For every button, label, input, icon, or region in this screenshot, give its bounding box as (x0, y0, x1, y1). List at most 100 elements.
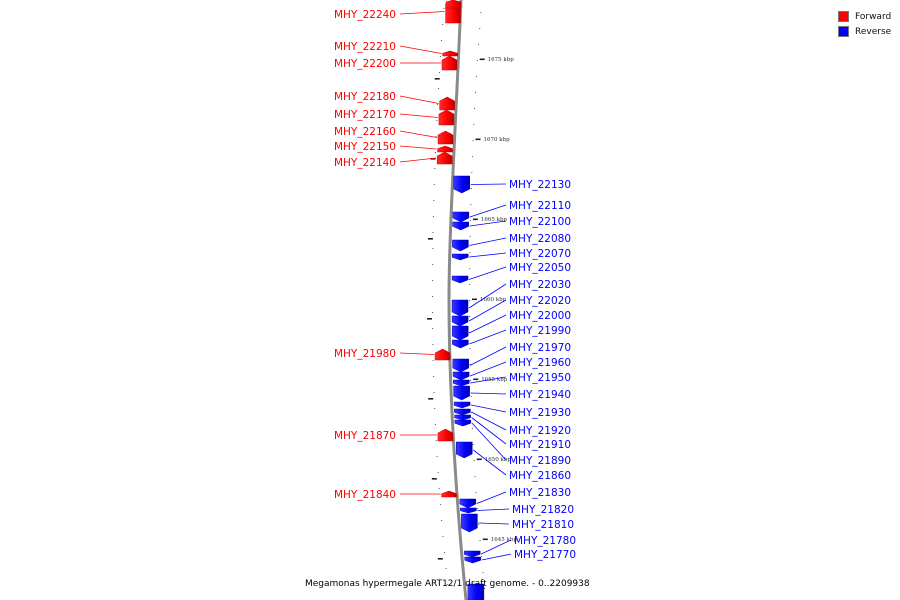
gene-mhy-21830[interactable] (459, 498, 477, 509)
gene-label[interactable]: MHY_21860 (509, 470, 571, 482)
gene-mhy-22170[interactable] (438, 109, 455, 126)
gene-mhy-21770[interactable] (464, 556, 482, 564)
minor-tick (479, 540, 481, 541)
gene-mhy-21990[interactable] (452, 339, 469, 349)
gene-mhy-21960[interactable] (452, 371, 470, 381)
gene-label[interactable]: MHY_21910 (509, 439, 571, 451)
gene-label[interactable]: MHY_22210 (334, 41, 396, 53)
gene-mhy-22080[interactable] (452, 239, 469, 252)
gene-mhy-21980[interactable] (434, 348, 451, 361)
gene-mhy-21930[interactable] (453, 401, 471, 409)
minor-tick (432, 360, 434, 361)
gene-mhy-21780[interactable] (463, 550, 481, 558)
leader-line (469, 361, 507, 377)
gene-mhy-21810[interactable] (461, 513, 478, 533)
gene-mhy-21860[interactable] (456, 441, 473, 459)
minor-tick (472, 444, 474, 445)
gene-label[interactable]: MHY_21830 (509, 487, 571, 499)
minor-tick (436, 120, 438, 121)
minor-tick (447, 584, 449, 585)
gene-label[interactable]: MHY_21770 (514, 549, 576, 561)
gene-features (434, 0, 485, 600)
gene-mhy-22000[interactable] (451, 325, 469, 341)
gene-mhy-22140[interactable] (436, 151, 453, 165)
gene-label[interactable]: MHY_22030 (509, 279, 571, 291)
gene-label[interactable]: MHY_22070 (509, 248, 571, 260)
gene-label[interactable]: MHY_21990 (509, 325, 571, 337)
minor-tick (438, 72, 440, 73)
gene-label[interactable]: MHY_22170 (334, 109, 396, 121)
gene-label[interactable]: MHY_21930 (509, 407, 571, 419)
gene-partial-top[interactable] (445, 0, 462, 9)
gene-label[interactable]: MHY_21980 (334, 348, 396, 360)
gene-mhy-21970[interactable] (452, 358, 470, 373)
gene-label[interactable]: MHY_21820 (512, 504, 574, 516)
minor-tick (482, 572, 484, 573)
gene-mhy-22110[interactable] (452, 211, 470, 223)
gene-label[interactable]: MHY_22130 (509, 179, 571, 191)
gene-mhy-21890[interactable] (454, 419, 472, 427)
gene-label[interactable]: MHY_21940 (509, 389, 571, 401)
leader-line (470, 392, 507, 395)
leader-line (399, 11, 445, 15)
gene-partial-bottom[interactable] (467, 583, 485, 600)
gene-label[interactable]: MHY_22160 (334, 126, 396, 138)
gene-mhy-21870[interactable] (437, 428, 454, 442)
gene-mhy-21950[interactable] (453, 379, 470, 387)
gene-mhy-21840[interactable] (441, 490, 457, 498)
gene-mhy-22030[interactable] (451, 299, 469, 317)
gene-label[interactable]: MHY_21780 (514, 535, 576, 547)
gene-mhy-22100[interactable] (452, 221, 469, 231)
gene-mhy-21940[interactable] (453, 385, 470, 401)
leader-line (470, 376, 507, 384)
minor-tick (439, 56, 441, 57)
gene-mhy-22180[interactable] (439, 96, 455, 111)
minor-tick (432, 280, 434, 281)
gene-mhy-21910[interactable] (454, 414, 471, 421)
gene-label[interactable]: MHY_22050 (509, 262, 571, 274)
gene-mhy-22200[interactable] (441, 55, 458, 71)
leader-line (469, 204, 507, 218)
gene-label[interactable]: MHY_22100 (509, 216, 571, 228)
gene-label[interactable]: MHY_21970 (509, 342, 571, 354)
tick-label: 1675 kbp (488, 57, 515, 63)
gene-mhy-22050[interactable] (451, 275, 469, 284)
minor-tick (478, 44, 479, 45)
gene-label[interactable]: MHY_21920 (509, 425, 571, 437)
gene-label[interactable]: MHY_21890 (509, 455, 571, 467)
gene-mhy-22210[interactable] (442, 50, 458, 57)
gene-label[interactable]: MHY_21870 (334, 430, 396, 442)
gene-label[interactable]: MHY_22180 (334, 91, 396, 103)
gene-label[interactable]: MHY_22140 (334, 157, 396, 169)
gene-mhy-22070[interactable] (451, 253, 469, 261)
gene-label[interactable]: MHY_21960 (509, 357, 571, 369)
leader-line (470, 183, 507, 185)
gene-label[interactable]: MHY_22080 (509, 233, 571, 245)
major-tick-right (473, 378, 479, 381)
gene-label[interactable]: MHY_22000 (509, 310, 571, 322)
minor-tick (471, 156, 473, 157)
gene-mhy-21920[interactable] (454, 408, 471, 416)
gene-mhy-22130[interactable] (453, 175, 471, 194)
gene-label[interactable]: MHY_21840 (334, 489, 396, 501)
gene-mhy-22020[interactable] (451, 315, 469, 327)
gene-label[interactable]: MHY_22150 (334, 141, 396, 153)
gene-label[interactable]: MHY_22020 (509, 295, 571, 307)
gene-label[interactable]: MHY_21810 (512, 519, 574, 531)
tick-label: 1645 kbp (491, 537, 518, 543)
minor-tick (484, 588, 486, 589)
gene-label[interactable]: MHY_21950 (509, 372, 571, 384)
minor-tick (472, 140, 474, 141)
legend: Forward Reverse (838, 9, 891, 39)
minor-tick (471, 172, 473, 173)
gene-mhy-22160[interactable] (437, 130, 454, 145)
minor-tick (475, 492, 477, 493)
minor-tick (470, 396, 472, 397)
gene-label[interactable]: MHY_22200 (334, 58, 396, 70)
tick-label: 1660 kbp (480, 297, 507, 303)
gene-label[interactable]: MHY_22110 (509, 200, 571, 212)
leader-line (399, 113, 438, 118)
gene-label[interactable]: MHY_22240 (334, 9, 396, 21)
gene-mhy-22150[interactable] (437, 145, 453, 153)
gene-mhy-21820[interactable] (460, 507, 477, 514)
